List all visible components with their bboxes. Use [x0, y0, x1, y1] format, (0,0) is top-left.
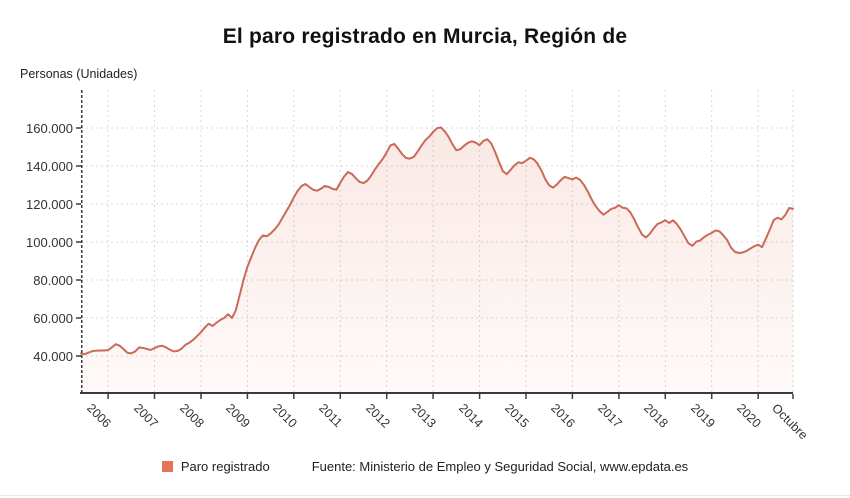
- y-axis-title: Personas (Unidades): [20, 67, 138, 81]
- x-axis-tick-label: 2015: [502, 401, 532, 431]
- x-axis-tick-label: 2020: [734, 401, 764, 431]
- x-axis-tick-label: 2019: [687, 401, 718, 431]
- bottom-divider: [0, 495, 850, 496]
- y-axis-tick-label: 120.000: [26, 196, 73, 212]
- source-text: Fuente: Ministerio de Empleo y Seguridad…: [311, 459, 689, 474]
- legend-item-paro-registrado: Paro registrado: [161, 459, 270, 474]
- plot-area: [76, 90, 794, 399]
- line-chart-svg: [76, 90, 794, 399]
- chart-footer: Paro registrado Fuente: Ministerio de Em…: [0, 459, 850, 474]
- x-axis-tick-label: 2011: [316, 401, 346, 430]
- chart-title: El paro registrado en Murcia, Región de: [222, 25, 628, 48]
- x-axis-tick-label: 2018: [641, 401, 671, 431]
- x-axis-tick-label: 2013: [409, 401, 439, 431]
- x-axis-tick-label: 2009: [223, 401, 254, 431]
- x-axis-tick-label: Octubre: [769, 401, 811, 443]
- x-axis-tick-label: 2016: [548, 401, 579, 431]
- x-axis-tick-label: 2012: [362, 401, 393, 431]
- x-axis-tick-label: 2017: [594, 401, 625, 431]
- paro-series-area: [81, 127, 793, 395]
- y-axis-tick-label: 80.000: [33, 272, 73, 288]
- legend-swatch: [161, 461, 173, 472]
- y-axis-tick-label: 40.000: [33, 348, 73, 364]
- y-axis-tick-label: 140.000: [26, 158, 73, 174]
- x-axis-tick-label: 2008: [177, 401, 207, 431]
- y-axis-tick-label: 60.000: [33, 310, 73, 326]
- x-axis-tick-label: 2006: [84, 401, 114, 431]
- legend-label: Paro registrado: [180, 459, 270, 474]
- y-axis-tick-label: 100.000: [26, 234, 73, 250]
- x-axis-tick-label: 2014: [455, 401, 486, 431]
- x-axis-tick-label: 2007: [130, 401, 161, 431]
- x-axis-tick-label: 2010: [269, 401, 300, 431]
- paro-series-line: [80, 126, 794, 356]
- y-axis-tick-label: 160.000: [26, 120, 73, 136]
